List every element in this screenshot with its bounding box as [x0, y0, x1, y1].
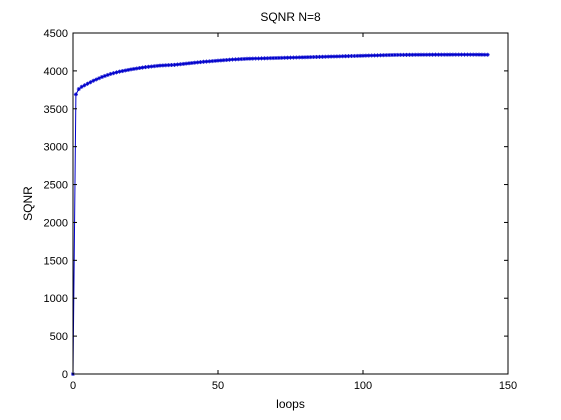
data-point — [140, 65, 145, 70]
y-tick-label: 1500 — [44, 255, 68, 267]
x-tick-label: 0 — [70, 380, 76, 392]
y-tick-label: 0 — [62, 369, 68, 381]
data-point — [311, 55, 316, 60]
data-point — [392, 52, 397, 57]
data-point — [88, 80, 93, 85]
x-tick-label: 150 — [499, 380, 517, 392]
x-tick-label: 50 — [212, 380, 224, 392]
data-point — [340, 54, 345, 59]
data-point — [471, 52, 476, 57]
data-point — [155, 63, 160, 68]
data-point — [126, 67, 131, 72]
data-point — [372, 53, 377, 58]
axes-box — [72, 32, 509, 375]
data-point — [195, 60, 200, 65]
plot-area — [73, 33, 508, 374]
data-point — [114, 70, 119, 75]
data-point — [485, 52, 490, 57]
data-point — [134, 66, 139, 71]
y-tick-label: 3500 — [44, 104, 68, 116]
data-point — [204, 59, 209, 64]
data-point — [111, 71, 116, 76]
x-tick-label: 100 — [354, 380, 372, 392]
y-tick-label: 500 — [50, 331, 68, 343]
data-point — [358, 53, 363, 58]
data-point — [221, 58, 226, 63]
x-axis-label: loops — [276, 397, 305, 411]
data-point — [297, 55, 302, 60]
data-point — [465, 52, 470, 57]
data-point — [474, 52, 479, 57]
data-point — [91, 78, 96, 83]
y-tick-label: 2500 — [44, 180, 68, 192]
data-point — [82, 83, 87, 88]
data-point — [94, 77, 99, 82]
y-tick-label: 4000 — [44, 66, 68, 78]
data-point — [73, 92, 78, 97]
data-point — [152, 64, 157, 69]
data-point — [305, 55, 310, 60]
data-point — [160, 63, 165, 68]
data-point — [131, 66, 136, 71]
data-point — [137, 66, 142, 71]
data-point — [314, 54, 319, 59]
y-tick-label: 4500 — [44, 28, 68, 40]
y-tick-label: 2000 — [44, 217, 68, 229]
data-point — [120, 69, 125, 74]
data-point — [76, 87, 81, 92]
data-point — [129, 67, 133, 72]
data-point — [117, 69, 122, 74]
series-layer — [71, 52, 490, 376]
y-tick-label: 3000 — [44, 142, 68, 154]
data-point — [181, 61, 186, 66]
data-point — [105, 72, 110, 77]
data-point — [187, 61, 191, 66]
y-axis-label: SQNR — [21, 186, 35, 221]
y-tick-label: 1000 — [44, 293, 68, 305]
tick-layer: 0 50 100 1500500100015002000250030003500400… — [44, 28, 518, 392]
data-point — [85, 81, 90, 86]
data-point — [207, 59, 212, 64]
data-point — [79, 84, 84, 89]
data-point — [291, 55, 296, 60]
chart-title: SQNR N=8 — [260, 10, 321, 24]
data-point — [407, 52, 412, 57]
data-point — [262, 56, 267, 61]
